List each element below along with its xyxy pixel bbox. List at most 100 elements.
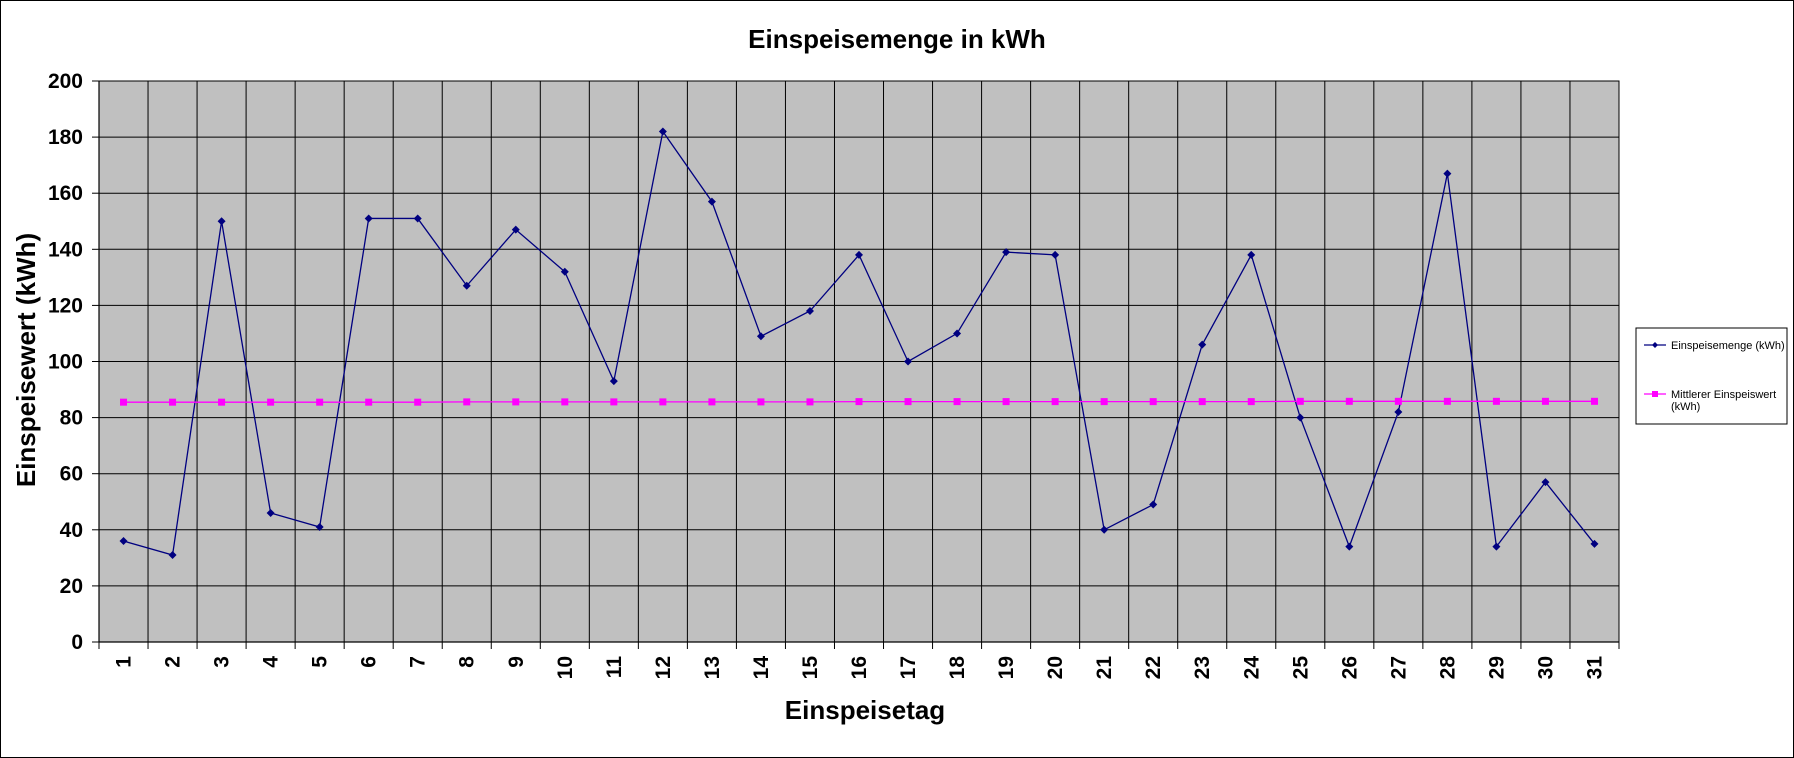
data-point-square — [1051, 398, 1059, 406]
data-point-diamond — [904, 357, 913, 366]
x-tick-label: 6 — [358, 656, 381, 668]
x-tick-label: 31 — [1583, 656, 1606, 680]
data-point-diamond — [217, 217, 226, 226]
data-point-diamond — [511, 225, 520, 234]
legend-marker — [1652, 391, 1658, 397]
data-point-diamond — [315, 522, 324, 531]
data-point-diamond — [1492, 542, 1501, 551]
data-point-diamond — [413, 214, 422, 223]
data-point-diamond — [1247, 250, 1256, 259]
x-axis-title: Einspeisetag — [785, 695, 945, 725]
data-point-diamond — [462, 281, 471, 290]
x-tick-label: 14 — [750, 656, 773, 680]
data-point-square — [757, 398, 765, 406]
y-tick-label: 120 — [48, 294, 83, 317]
data-point-square — [267, 398, 275, 406]
data-point-square — [1492, 397, 1500, 405]
data-point-square — [1100, 398, 1108, 406]
data-point-diamond — [560, 267, 569, 276]
data-point-square — [120, 398, 128, 406]
data-point-square — [806, 398, 814, 406]
x-tick-label: 15 — [799, 656, 822, 680]
series-einspeisemenge — [119, 127, 1599, 560]
data-point-square — [708, 398, 716, 406]
data-point-diamond — [756, 332, 765, 341]
data-point-square — [1443, 397, 1451, 405]
x-tick-label: 16 — [848, 656, 871, 679]
x-tick-label: 12 — [652, 656, 675, 679]
y-tick-label: 20 — [60, 575, 83, 598]
data-point-diamond — [1149, 500, 1158, 509]
data-point-square — [561, 398, 569, 406]
data-point-diamond — [805, 307, 814, 316]
legend-label: Einspeisemenge (kWh) — [1671, 340, 1785, 352]
x-tick-label: 5 — [309, 656, 332, 668]
data-point-diamond — [266, 508, 275, 517]
x-tick-label: 27 — [1387, 656, 1410, 679]
legend-box — [1635, 327, 1788, 425]
x-tick-label: 9 — [505, 656, 528, 668]
y-tick-label: 140 — [48, 238, 83, 261]
x-tick-label: 13 — [701, 656, 724, 679]
data-point-square — [512, 398, 520, 406]
series-mittlerer-einspeiswert — [120, 397, 1598, 406]
x-tick-label: 25 — [1289, 656, 1312, 680]
data-point-diamond — [364, 214, 373, 223]
legend-entry: Mittlerer Einspeiswert(kWh) — [1644, 389, 1776, 413]
x-tick-label: 20 — [1044, 656, 1067, 679]
x-tick-label: 7 — [407, 656, 430, 668]
data-point-diamond — [168, 551, 177, 560]
data-point-square — [1394, 397, 1402, 405]
x-tick-label: 28 — [1436, 656, 1459, 680]
data-point-diamond — [1198, 340, 1207, 349]
y-tick-label: 100 — [48, 351, 83, 374]
data-point-square — [1296, 397, 1304, 405]
data-point-diamond — [1345, 542, 1354, 551]
data-point-diamond — [1590, 539, 1599, 548]
data-point-diamond — [609, 377, 618, 386]
chart-title: Einspeisemenge in kWh — [748, 24, 1046, 54]
y-axis-title: Einspeisewert (kWh) — [11, 233, 41, 487]
x-tick-label: 3 — [211, 656, 234, 668]
x-tick-label: 2 — [162, 656, 185, 668]
x-tick-label: 30 — [1534, 656, 1557, 679]
x-tick-label: 29 — [1485, 656, 1508, 679]
data-point-diamond — [1296, 413, 1305, 422]
x-tick-label: 26 — [1338, 656, 1361, 679]
data-point-square — [463, 398, 471, 406]
x-tick-label: 18 — [946, 656, 969, 680]
data-point-square — [953, 398, 961, 406]
data-point-square — [1002, 398, 1010, 406]
x-tick-label: 21 — [1093, 656, 1116, 680]
data-point-diamond — [119, 537, 128, 546]
data-point-diamond — [1051, 250, 1060, 259]
data-point-square — [316, 398, 324, 406]
data-point-diamond — [658, 127, 667, 136]
x-tick-label: 11 — [603, 656, 626, 679]
data-point-square — [1590, 397, 1598, 405]
data-point-diamond — [855, 250, 863, 259]
x-tick-label: 1 — [113, 656, 136, 668]
x-tick-label: 22 — [1142, 656, 1165, 679]
x-tick-label: 24 — [1240, 656, 1263, 680]
legend-marker — [1652, 342, 1658, 348]
data-point-square — [1198, 398, 1206, 406]
x-tick-label: 4 — [260, 656, 283, 668]
legend-label: Mittlerer Einspeiswert — [1671, 389, 1776, 401]
x-tick-label: 23 — [1191, 656, 1214, 679]
data-point-diamond — [1100, 525, 1109, 534]
data-point-square — [1345, 397, 1353, 405]
data-point-diamond — [1443, 169, 1452, 178]
y-tick-label: 200 — [48, 70, 83, 93]
data-point-square — [365, 398, 373, 406]
data-point-square — [414, 398, 422, 406]
data-point-square — [610, 398, 618, 406]
data-point-square — [169, 398, 177, 406]
y-tick-label: 80 — [60, 407, 83, 430]
data-point-diamond — [953, 329, 962, 338]
data-point-diamond — [1541, 478, 1550, 487]
x-tick-label: 17 — [897, 656, 920, 679]
